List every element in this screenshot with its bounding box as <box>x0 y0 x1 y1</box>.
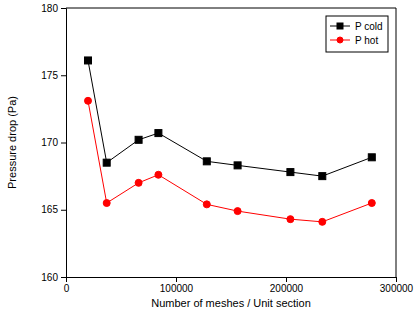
legend-box <box>326 16 388 52</box>
y-axis: 160 165 170 175 180 <box>41 3 66 283</box>
x-tick: 100000 <box>160 277 194 294</box>
x-axis: 0 100000 200000 300000 <box>64 277 414 294</box>
data-point <box>155 171 162 178</box>
y-tick: 180 <box>41 3 66 14</box>
legend-marker <box>337 37 343 43</box>
x-axis-line <box>67 278 397 283</box>
data-point <box>368 200 375 207</box>
y-tick-label: 170 <box>41 137 58 148</box>
y-tick: 170 <box>41 137 66 148</box>
y-tick-mark <box>61 8 66 9</box>
legend-label: P hot <box>355 35 378 46</box>
x-tick-label: 300000 <box>380 283 414 294</box>
y-axis-title: Pressure drop (Pa) <box>6 96 18 189</box>
data-point <box>135 136 142 143</box>
y-tick-mark <box>61 210 66 211</box>
frame-top <box>66 8 396 9</box>
x-tick-label: 200000 <box>270 283 304 294</box>
y-tick-label: 160 <box>41 272 58 283</box>
data-point <box>287 216 294 223</box>
x-tick-label: 100000 <box>160 283 194 294</box>
x-axis-title: Number of meshes / Unit section <box>151 297 311 309</box>
x-tick: 200000 <box>270 277 304 294</box>
data-point <box>234 208 241 215</box>
y-tick-label: 165 <box>41 204 58 215</box>
y-tick: 175 <box>41 70 66 81</box>
data-point <box>103 200 110 207</box>
data-point <box>85 57 92 64</box>
y-tick-mark <box>61 277 66 278</box>
x-tick: 0 <box>64 277 70 294</box>
series-line <box>88 60 372 176</box>
y-tick-mark <box>61 143 66 144</box>
y-tick-label: 180 <box>41 3 58 14</box>
data-point <box>287 169 294 176</box>
data-point <box>85 97 92 104</box>
legend-marker <box>337 23 343 29</box>
plot-area: 0 100000 200000 300000 160 165 170 175 180 P cold… <box>41 3 413 294</box>
y-tick: 165 <box>41 204 66 215</box>
data-point <box>155 130 162 137</box>
x-tick: 300000 <box>380 277 414 294</box>
data-point <box>203 158 210 165</box>
legend-label: P cold <box>355 21 383 32</box>
x-tick-mark <box>396 277 397 282</box>
y-tick: 160 <box>41 272 66 283</box>
data-point <box>319 173 326 180</box>
frame-right <box>396 8 397 277</box>
data-point <box>319 218 326 225</box>
chart: 0 100000 200000 300000 160 165 170 175 180 P cold… <box>0 0 420 311</box>
y-axis-line <box>61 9 67 278</box>
data-point <box>203 201 210 208</box>
data-point <box>234 162 241 169</box>
x-tick-mark <box>176 277 177 282</box>
x-tick-mark <box>286 277 287 282</box>
data-point <box>368 154 375 161</box>
data-point <box>103 159 110 166</box>
y-tick-mark <box>61 75 66 76</box>
marks <box>85 57 376 225</box>
data-point <box>135 179 142 186</box>
x-tick-label: 0 <box>64 283 70 294</box>
legend: P cold P hot <box>326 16 388 52</box>
series-line <box>88 101 372 222</box>
y-tick-label: 175 <box>41 70 58 81</box>
